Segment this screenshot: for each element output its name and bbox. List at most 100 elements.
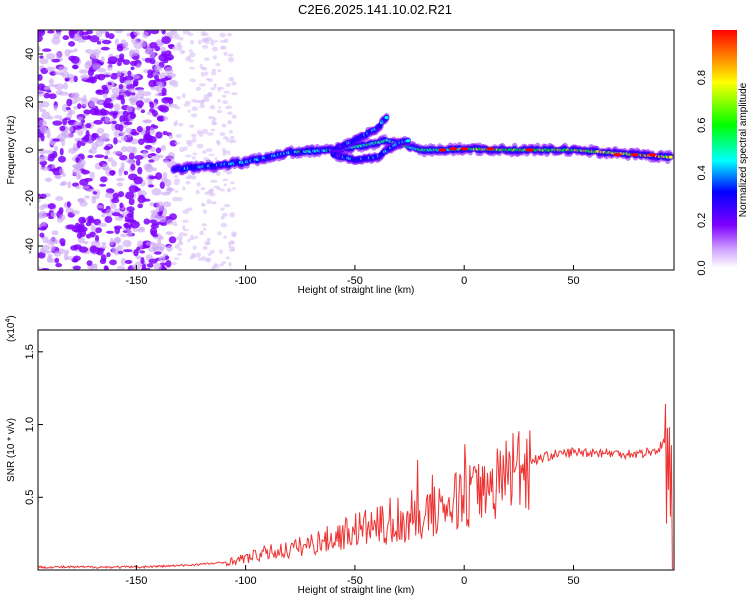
heatmap-noise-blob (202, 227, 207, 231)
heatmap-noise-blob (168, 236, 177, 244)
heatmap-noise-blob (176, 252, 183, 256)
heatmap-noise-blob (111, 212, 121, 217)
heatmap-noise-blob (197, 39, 202, 45)
heatmap-trace-core (384, 116, 389, 120)
heatmap-noise-blob (221, 261, 227, 265)
heatmap-noise-blob (126, 206, 135, 213)
heatmap-noise-blob (140, 42, 147, 47)
heatmap-noise-blob (231, 81, 237, 86)
heatmap-noise-blob (174, 174, 179, 179)
heatmap-noise-blob (43, 92, 51, 99)
heatmap-noise-blob (153, 262, 163, 270)
heatmap-noise-blob (99, 176, 108, 183)
heatmap-noise-blob (48, 84, 58, 88)
heatmap-noise-blob (62, 104, 69, 113)
heatmap-noise-blob (200, 187, 206, 191)
heatmap-noise-blob (221, 94, 227, 98)
heatmap-noise-blob (226, 187, 232, 193)
heatmap-noise-blob (204, 240, 211, 246)
heatmap-noise-blob (128, 152, 135, 161)
heatmap-noise-blob (141, 263, 147, 270)
heatmap-noise-blob (125, 127, 133, 133)
heatmap-noise-blob (196, 129, 202, 135)
heatmap-noise-blob (54, 174, 62, 179)
y-tick-label: 1.5 (24, 344, 36, 359)
heatmap-noise-blob (213, 83, 217, 89)
heatmap-noise-blob (227, 120, 233, 125)
heatmap-noise-blob (107, 33, 115, 40)
heatmap-noise-blob (109, 259, 117, 266)
heatmap-noise-blob (116, 177, 125, 182)
y-tick-label: 20 (24, 96, 36, 108)
heatmap-noise-blob (89, 171, 95, 180)
heatmap-noise-blob (58, 91, 69, 96)
colorbar-tick-label: 0.4 (696, 165, 708, 180)
heatmap-noise-blob (54, 115, 63, 119)
heatmap-noise-blob (107, 56, 118, 64)
heatmap-noise-blob (94, 227, 103, 234)
heatmap-noise-blob (223, 183, 227, 187)
heatmap-noise-blob (172, 196, 180, 202)
heatmap-noise-blob (200, 71, 205, 77)
heatmap-noise-blob (58, 168, 65, 175)
heatmap-noise-blob (95, 30, 103, 38)
heatmap-noise-blob (51, 36, 61, 45)
spectrogram-y-label: Frequency (Hz) (6, 116, 17, 185)
heatmap-noise-blob (173, 34, 180, 40)
colorbar-tick-label: 0.2 (696, 213, 708, 228)
heatmap-noise-blob (169, 213, 177, 221)
snr-panel: -150 -100 -50 0 50 0.5 1.0 1.5 Height of strai… (5, 315, 675, 596)
spectrogram-x-ticks: -150 -100 -50 0 50 (125, 265, 580, 287)
heatmap-noise-blob (141, 91, 152, 97)
heatmap-noise-blob (89, 35, 100, 43)
heatmap-noise-blob (83, 241, 89, 245)
heatmap-noise-blob (149, 102, 155, 109)
heatmap-noise-blob (227, 53, 234, 57)
heatmap-noise-blob (231, 233, 237, 238)
heatmap-noise-blob (45, 53, 56, 60)
heatmap-noise-blob (179, 146, 185, 153)
heatmap-noise-blob (159, 235, 164, 240)
heatmap-noise-blob (128, 185, 139, 193)
heatmap-noise-blob (104, 97, 112, 103)
heatmap-noise-blob (163, 159, 170, 164)
heatmap-noise-blob (216, 140, 221, 146)
heatmap-noise-blob (85, 49, 94, 54)
heatmap-noise-blob (101, 109, 110, 116)
heatmap-noise-blob (169, 140, 178, 147)
heatmap-noise-blob (101, 84, 108, 90)
heatmap-noise-blob (38, 266, 41, 270)
heatmap-noise-blob (174, 120, 179, 126)
heatmap-noise-blob (95, 189, 101, 197)
heatmap-noise-blob (147, 73, 154, 79)
heatmap-noise-blob (209, 249, 215, 254)
heatmap-noise-blob (128, 95, 139, 103)
heatmap-noise-blob (127, 70, 132, 77)
heatmap-noise-blob (118, 124, 124, 132)
heatmap-noise-blob (160, 144, 167, 151)
heatmap-noise-blob (173, 180, 181, 186)
heatmap-noise-blob (127, 88, 137, 92)
colorbar-ticks: 0.0 0.2 0.4 0.6 0.8 (696, 70, 708, 276)
heatmap-noise-blob (194, 235, 199, 239)
heatmap-noise-blob (133, 49, 140, 56)
heatmap-noise-blob (211, 122, 218, 126)
heatmap-noise-blob (216, 109, 223, 114)
heatmap-noise-blob (232, 139, 237, 143)
heatmap-noise-blob (211, 201, 217, 205)
heatmap-noise-blob (130, 220, 140, 229)
heatmap-noise-blob (101, 39, 112, 45)
heatmap-noise-blob (137, 240, 144, 249)
heatmap-noise-blob (39, 55, 44, 59)
heatmap-noise-blob (100, 254, 107, 262)
heatmap-noise-blob (66, 112, 73, 119)
heatmap-noise-blob (231, 92, 238, 96)
heatmap-noise-blob (91, 132, 99, 139)
heatmap-noise-blob (65, 106, 71, 111)
heatmap-noise-blob (154, 93, 163, 97)
heatmap-noise-blob (159, 82, 164, 89)
heatmap-noise-blob (68, 126, 74, 133)
heatmap-noise-blob (123, 121, 133, 126)
heatmap-noise-blob (135, 159, 141, 166)
